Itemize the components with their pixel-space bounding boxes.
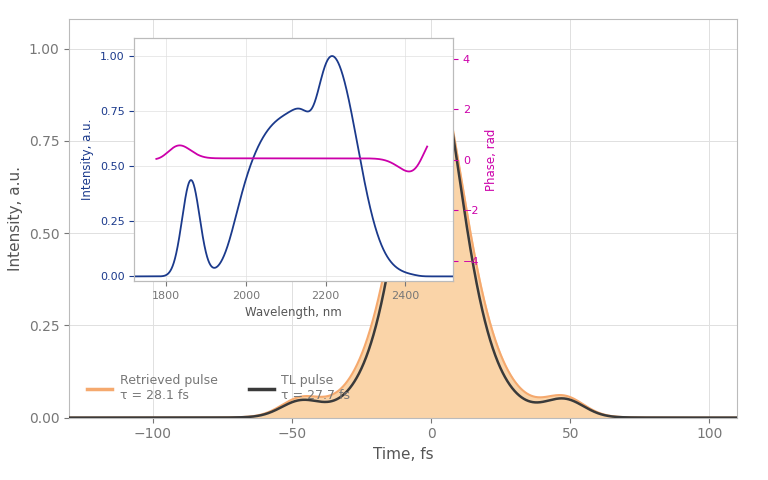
Legend: Retrieved pulse
τ = 28.1 fs, TL pulse
τ = 27.7 fs: Retrieved pulse τ = 28.1 fs, TL pulse τ … (82, 370, 355, 408)
Y-axis label: Intensity, a.u.: Intensity, a.u. (81, 119, 94, 200)
X-axis label: Time, fs: Time, fs (373, 447, 433, 462)
Y-axis label: Intensity, a.u.: Intensity, a.u. (8, 166, 23, 271)
Y-axis label: Phase, rad: Phase, rad (485, 129, 498, 191)
X-axis label: Wavelength, nm: Wavelength, nm (246, 306, 342, 319)
